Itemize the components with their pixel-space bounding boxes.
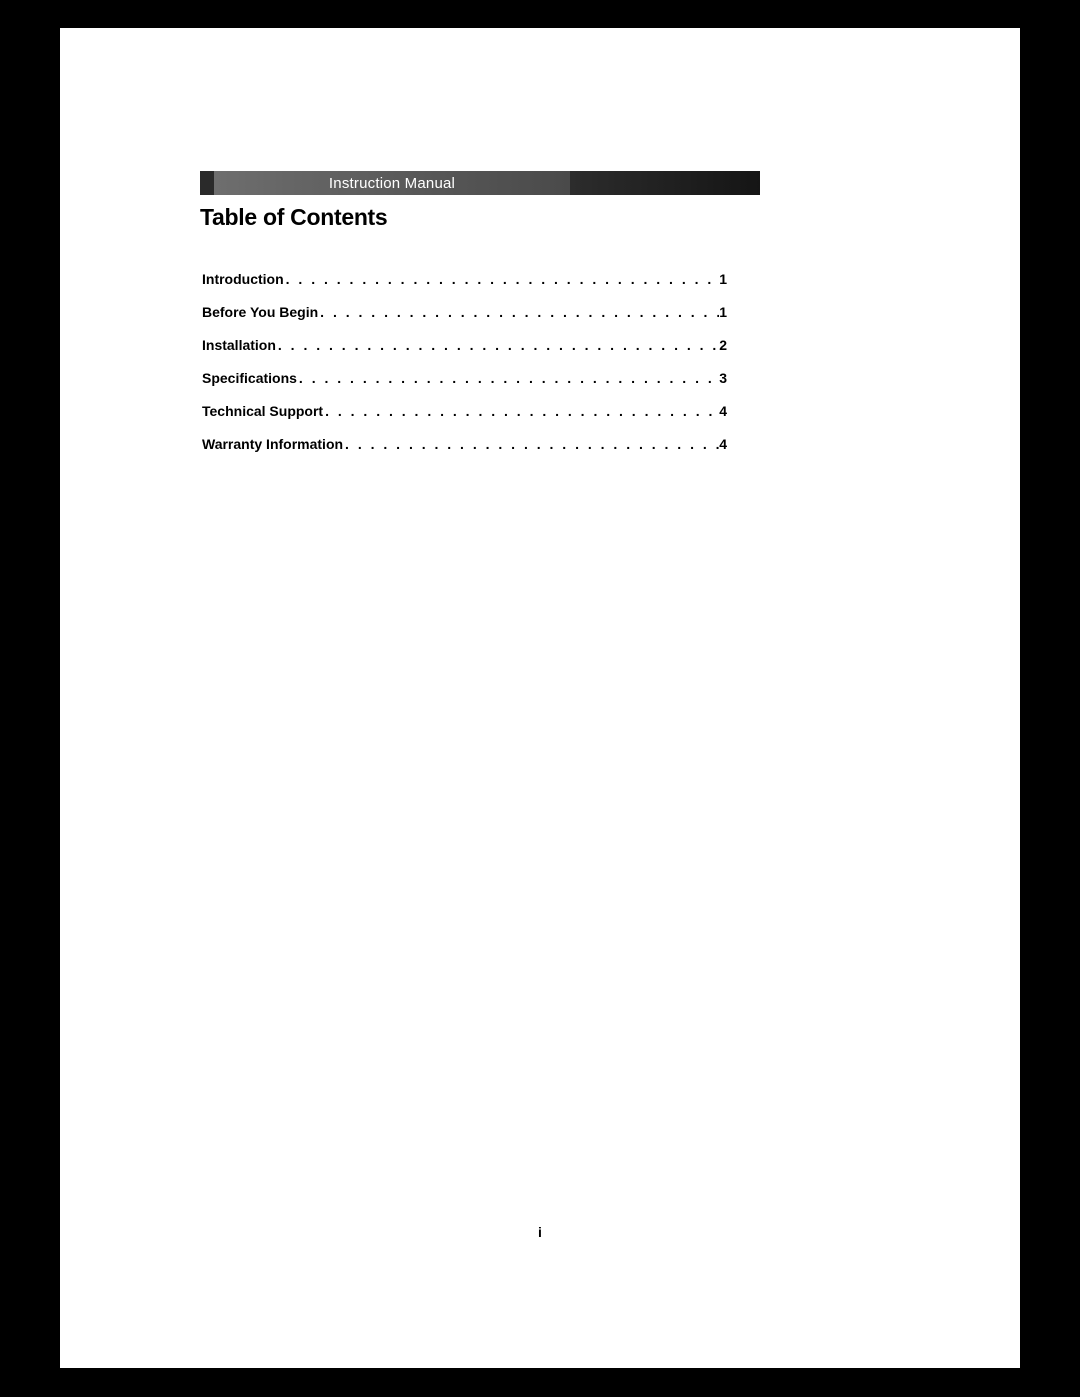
toc-list: Introduction 1 Before You Begin 1 Installati… bbox=[202, 271, 732, 469]
header-bar-right bbox=[570, 171, 760, 195]
page-number: i bbox=[60, 1224, 1020, 1240]
toc-leader-dots bbox=[318, 304, 719, 320]
toc-heading: Table of Contents bbox=[200, 204, 387, 231]
toc-entry: Installation 2 bbox=[202, 337, 727, 353]
document-page: Instruction Manual Table of Contents Int… bbox=[60, 28, 1020, 1368]
toc-entry: Technical Support 4 bbox=[202, 403, 727, 419]
toc-entry-label: Introduction bbox=[202, 271, 284, 287]
toc-entry-page: 4 bbox=[719, 436, 727, 452]
toc-leader-dots bbox=[276, 337, 719, 353]
toc-entry-page: 2 bbox=[719, 337, 727, 353]
toc-leader-dots bbox=[323, 403, 719, 419]
header-title: Instruction Manual bbox=[329, 175, 455, 192]
header-bar: Instruction Manual bbox=[200, 171, 760, 195]
toc-entry: Introduction 1 bbox=[202, 271, 727, 287]
toc-entry-page: 1 bbox=[719, 271, 727, 287]
toc-leader-dots bbox=[284, 271, 720, 287]
toc-entry-page: 1 bbox=[719, 304, 727, 320]
toc-entry-label: Specifications bbox=[202, 370, 297, 386]
toc-entry-label: Installation bbox=[202, 337, 276, 353]
toc-leader-dots bbox=[343, 436, 719, 452]
toc-entry-label: Technical Support bbox=[202, 403, 323, 419]
header-bar-accent bbox=[200, 171, 214, 195]
toc-entry-label: Warranty Information bbox=[202, 436, 343, 452]
toc-entry: Warranty Information 4 bbox=[202, 436, 727, 452]
header-bar-center: Instruction Manual bbox=[214, 171, 570, 195]
toc-leader-dots bbox=[297, 370, 719, 386]
toc-entry-page: 4 bbox=[719, 403, 727, 419]
toc-entry: Specifications 3 bbox=[202, 370, 727, 386]
toc-entry-label: Before You Begin bbox=[202, 304, 318, 320]
toc-entry: Before You Begin 1 bbox=[202, 304, 727, 320]
toc-entry-page: 3 bbox=[719, 370, 727, 386]
